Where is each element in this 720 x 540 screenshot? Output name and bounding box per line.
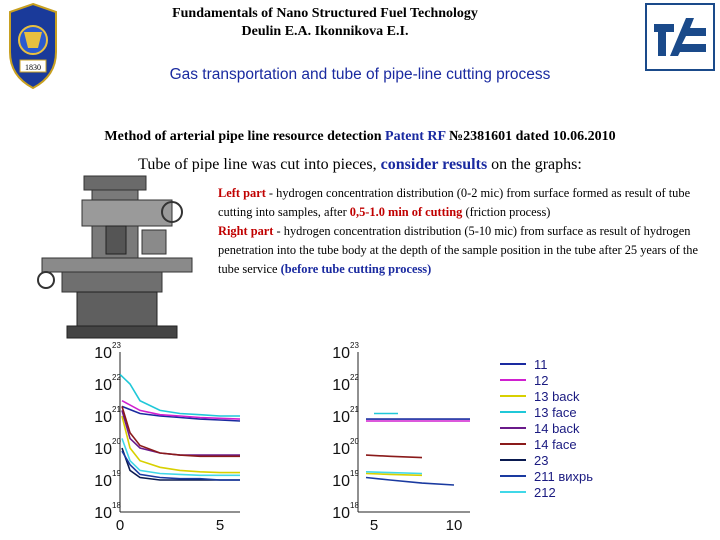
- left-part-text1: - hydrogen concentration distribution (0…: [218, 186, 691, 219]
- hydrogen-charts: 10 23 10 22 10 21 10 20 10 19 10 18 0 5 10 23 10 22 10 21 10…: [58, 340, 478, 535]
- tube-text2: on the graphs:: [487, 156, 582, 173]
- y-tick-exponent: 22: [112, 373, 121, 382]
- university-crest-icon: 1830: [4, 2, 62, 92]
- legend-item: 14 face: [500, 436, 577, 452]
- legend-item: 23: [500, 452, 548, 468]
- series-line-13-face: [119, 373, 240, 417]
- milling-machine-image: [22, 172, 212, 344]
- legend-item: 12: [500, 372, 548, 388]
- y-tick-exponent: 22: [350, 373, 359, 382]
- y-tick-exponent: 21: [112, 405, 121, 414]
- left-part-highlight: 0,5-1.0 min of cutting: [349, 205, 463, 219]
- x-tick-label: 5: [216, 517, 224, 534]
- y-tick-exponent: 20: [112, 437, 121, 446]
- left-part-label: Left part: [218, 186, 266, 200]
- legend-swatch: [500, 411, 526, 413]
- y-tick-label: 10: [332, 345, 350, 362]
- y-tick-label: 10: [94, 345, 112, 362]
- right-part-label: Right part: [218, 224, 274, 238]
- series-line-14-face: [121, 406, 240, 458]
- legend-label: 13 back: [534, 388, 580, 404]
- legend-item: 13 face: [500, 404, 577, 420]
- y-tick-label: 10: [332, 377, 350, 394]
- y-tick-label: 10: [94, 473, 112, 490]
- series-line-211-вихрь: [365, 476, 455, 486]
- y-tick-label: 10: [332, 473, 350, 490]
- series-line-13-back: [365, 472, 423, 477]
- header-title: Fundamentals of Nano Structured Fuel Tec…: [172, 6, 478, 21]
- series-line-211-вихрь: [121, 450, 240, 481]
- legend-label: 212: [534, 484, 556, 500]
- legend-swatch: [500, 491, 526, 493]
- method-line: Method of arterial pipe line resource de…: [0, 129, 720, 145]
- left-part-text2: (friction process): [462, 205, 551, 219]
- tube-text1: Tube of pipe line was cut into pieces,: [138, 156, 381, 173]
- tube-line: Tube of pipe line was cut into pieces, c…: [0, 156, 720, 174]
- right-part-highlight: (before tube cutting process): [280, 262, 432, 276]
- legend-swatch: [500, 395, 526, 397]
- y-tick-exponent: 23: [350, 341, 359, 350]
- y-tick-exponent: 19: [112, 469, 121, 478]
- legend-label: 11: [534, 356, 548, 372]
- legend-label: 13 face: [534, 404, 577, 420]
- y-tick-label: 10: [94, 505, 112, 522]
- legend-label: 12: [534, 372, 549, 388]
- legend-item: 14 back: [500, 420, 580, 436]
- legend-label: 14 face: [534, 436, 577, 452]
- right-part-text: - hydrogen concentration distribution (5…: [218, 224, 699, 276]
- legend-swatch: [500, 459, 526, 461]
- y-tick-label: 10: [94, 409, 112, 426]
- institute-logo-icon: [644, 2, 716, 72]
- y-tick-exponent: 20: [350, 437, 359, 446]
- legend-swatch: [500, 427, 526, 429]
- y-tick-label: 10: [94, 377, 112, 394]
- patent-number: №2381601 dated 10.06.2010: [445, 129, 616, 144]
- slide-subtitle: Gas transportation and tube of pipe-line…: [169, 66, 551, 83]
- legend-swatch: [500, 475, 526, 477]
- legend-item: 212: [500, 484, 556, 500]
- y-tick-label: 10: [332, 409, 350, 426]
- y-tick-label: 10: [94, 441, 112, 458]
- legend-swatch: [500, 379, 526, 381]
- crest-year: 1830: [25, 63, 41, 72]
- y-tick-exponent: 18: [112, 501, 121, 510]
- x-tick-label: 5: [370, 517, 378, 534]
- legend-swatch: [500, 363, 526, 365]
- series-line-11: [121, 405, 241, 422]
- legend-label: 211 вихрь: [534, 468, 594, 484]
- series-line-12: [121, 399, 241, 420]
- y-tick-exponent: 18: [350, 501, 359, 510]
- method-text: Method of arterial pipe line resource de…: [104, 129, 386, 144]
- legend-item: 11: [500, 356, 548, 372]
- series-line-14-face: [365, 454, 423, 459]
- y-tick-label: 10: [332, 505, 350, 522]
- series-line-13-back: [121, 415, 240, 474]
- description-block: Left part - hydrogen concentration distr…: [218, 184, 710, 279]
- x-tick-label: 10: [446, 517, 463, 534]
- patent-label: Patent RF: [385, 129, 446, 144]
- legend-item: 13 back: [500, 388, 580, 404]
- legend-item: 211 вихрь: [500, 468, 593, 484]
- series-line-212: [121, 438, 240, 477]
- legend-label: 14 back: [534, 420, 580, 436]
- y-tick-exponent: 21: [350, 405, 359, 414]
- x-tick-label: 0: [116, 517, 124, 534]
- legend-swatch: [500, 443, 526, 445]
- series-line-212: [365, 471, 423, 475]
- header-authors: Deulin E.A. Ikonnikova E.I.: [241, 24, 409, 39]
- y-tick-label: 10: [332, 441, 350, 458]
- chart-legend: 11 12 13 back 13 face 14 back 14 face 23 211 ви…: [500, 356, 700, 506]
- legend-label: 23: [534, 452, 549, 468]
- tube-highlight: consider results: [380, 156, 488, 173]
- y-tick-exponent: 23: [112, 341, 121, 350]
- y-tick-exponent: 19: [350, 469, 359, 478]
